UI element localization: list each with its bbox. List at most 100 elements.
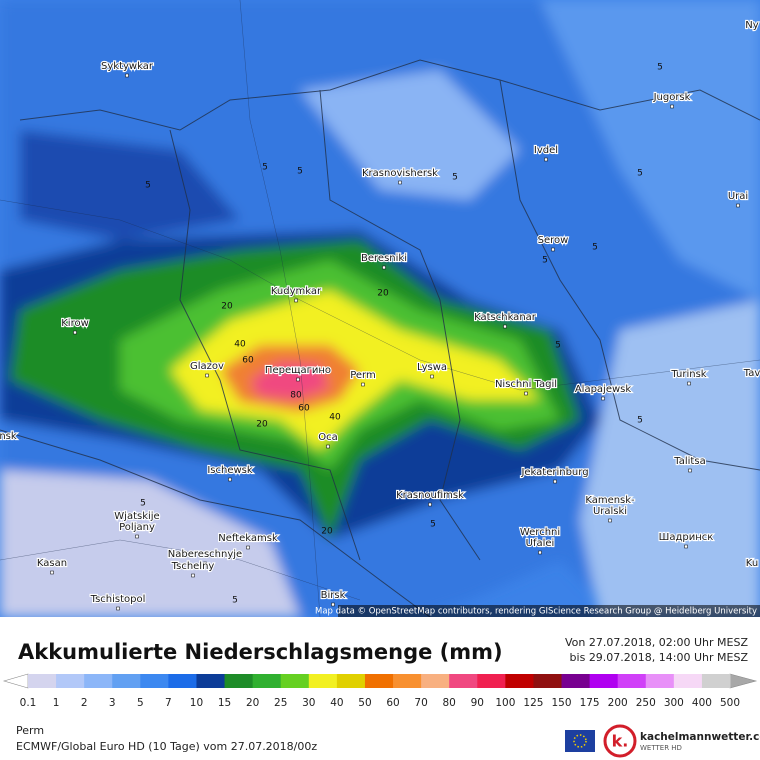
legend-label: 2 [81, 697, 88, 709]
legend-label: 400 [692, 697, 712, 709]
city-marker [191, 573, 195, 578]
contour-label: 20 [377, 289, 389, 299]
city-marker [524, 391, 528, 396]
city-label: Jugorsk [653, 92, 691, 103]
city-marker [296, 377, 300, 382]
contour-label: 60 [242, 356, 254, 366]
city-marker [687, 381, 691, 386]
attribution: Map data © OpenStreetMap contributors, r… [315, 607, 757, 617]
city-marker [544, 157, 548, 162]
city-marker [228, 477, 232, 482]
city-marker [553, 479, 557, 484]
legend-label: 150 [551, 697, 571, 709]
legend-label: 25 [274, 697, 287, 709]
city-marker [398, 180, 402, 185]
city-label: Tschistopol [90, 594, 146, 605]
city-label: Syktywkar [101, 61, 154, 72]
city-marker [382, 265, 386, 270]
legend-label: 15 [218, 697, 231, 709]
legend-swatch [561, 674, 591, 688]
legend-label: 30 [302, 697, 315, 709]
city-marker [73, 330, 77, 335]
legend-label: 5 [137, 697, 144, 709]
location: Perm [16, 724, 45, 737]
city-marker [135, 534, 139, 539]
legend-label: 60 [386, 697, 399, 709]
city-label: Ischewsk [207, 465, 253, 476]
city-marker [538, 539, 542, 544]
legend-label: 80 [443, 697, 456, 709]
contour-label: 40 [329, 413, 341, 423]
city-marker [116, 606, 120, 611]
city-label: Serow [538, 235, 569, 246]
contour-label: 60 [298, 404, 310, 414]
legend-swatch [308, 674, 338, 688]
city-label: Oca [318, 432, 338, 443]
contour-label: 20 [256, 420, 268, 430]
legend-swatch [533, 674, 563, 688]
city-label: Nabereschnyje [168, 549, 242, 560]
city-marker [361, 382, 365, 387]
date-to: bis 29.07.2018, 14:00 Uhr MESZ [569, 651, 748, 664]
city-marker [331, 602, 335, 607]
legend-label: 40 [330, 697, 343, 709]
contour-label: 5 [232, 596, 238, 606]
city-label: Poljany [119, 522, 155, 533]
city-label: Alapajewsk [575, 384, 632, 395]
legend-swatch [505, 674, 534, 688]
city-label: Kamensk- [585, 495, 635, 506]
legend-swatch [477, 674, 506, 688]
logo-icon: k. [603, 724, 637, 758]
city-label: Ny [745, 20, 758, 31]
date-from: Von 27.07.2018, 02:00 Uhr MESZ [564, 636, 748, 649]
legend-swatch [84, 674, 113, 688]
contour-label: 5 [430, 520, 436, 530]
city-label: Beresniki [361, 253, 407, 264]
city-marker [551, 247, 555, 252]
city-label: Wjatskije [114, 511, 159, 522]
legend-swatch [673, 674, 703, 688]
legend-label: 175 [580, 697, 600, 709]
legend-swatch [168, 674, 197, 688]
logo-text: kachelmannwetter.com [640, 731, 760, 743]
city-label: Krasnovishersk [362, 168, 438, 179]
legend-label: 20 [246, 697, 259, 709]
precip-map: Syktywkar Jugorsk Ivdel Krasnovishersk Urai S… [0, 0, 760, 617]
legend-swatch [701, 674, 731, 688]
city-marker [684, 544, 688, 549]
city-marker [688, 468, 692, 473]
legend-label: 125 [523, 697, 543, 709]
city-marker [608, 518, 612, 523]
city-label: Neftekamsk [218, 533, 278, 544]
legend-swatch [393, 674, 422, 688]
city-label: Katschkanar [474, 312, 537, 323]
city-marker [670, 104, 674, 109]
city-marker [430, 374, 434, 379]
city-marker [203, 561, 207, 566]
contour-label: 5 [542, 256, 548, 266]
legend-label: 500 [720, 697, 740, 709]
legend-label: 300 [664, 697, 684, 709]
city-marker [601, 396, 605, 401]
contour-label: 5 [637, 169, 643, 179]
city-label: Шадринск [659, 532, 714, 543]
city-label: Tschelny [171, 561, 215, 572]
city-label: Birsk [321, 590, 346, 601]
city-marker [50, 570, 54, 575]
legend-swatch [421, 674, 450, 688]
legend-swatch [645, 674, 675, 688]
city-marker [503, 324, 507, 329]
contour-label: 5 [452, 173, 458, 183]
legend-swatch [336, 674, 366, 688]
city-marker [608, 507, 612, 512]
city-label: Urai [728, 191, 748, 202]
city-label: Ivdel [534, 145, 558, 156]
city-label: Kirow [61, 318, 89, 329]
svg-text:k.: k. [612, 732, 629, 751]
legend-swatch [196, 674, 226, 688]
eu-flag [565, 730, 595, 752]
legend-arrow-left [2, 673, 29, 689]
legend-swatch [28, 674, 57, 688]
legend-swatch [589, 674, 619, 688]
